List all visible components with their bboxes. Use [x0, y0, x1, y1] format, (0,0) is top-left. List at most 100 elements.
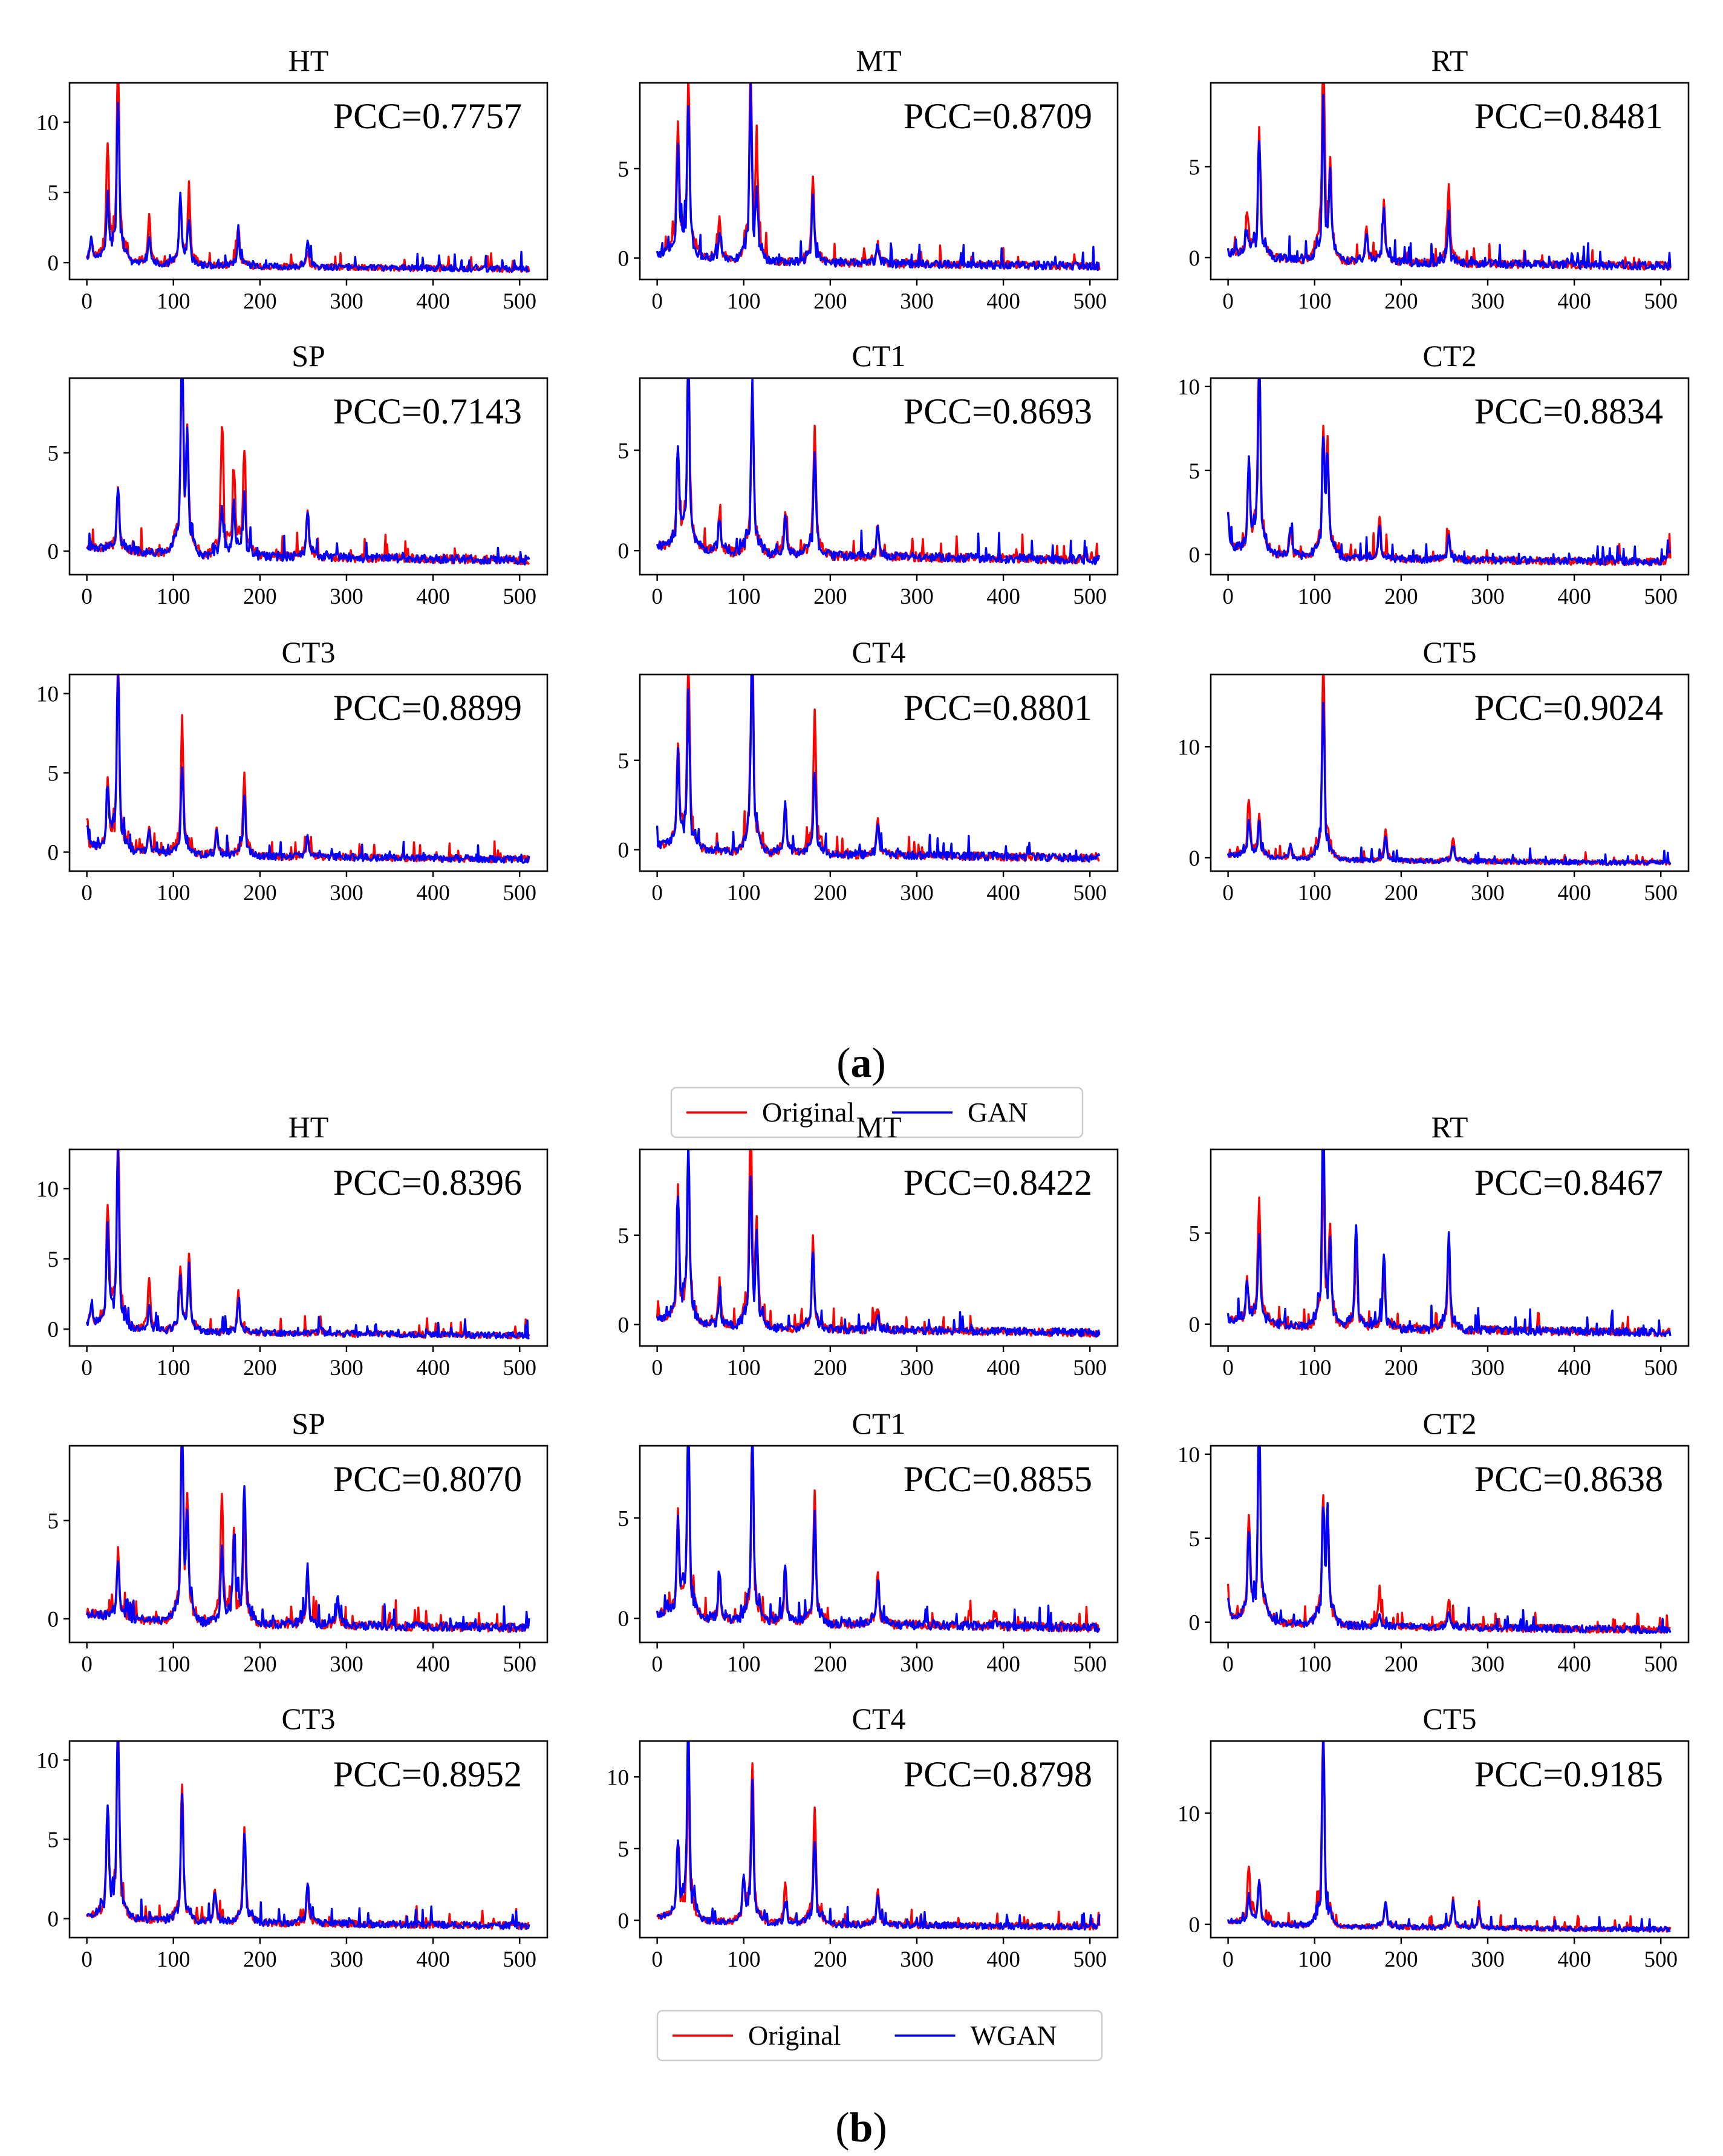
x-tick-label: 500	[503, 1652, 536, 1677]
x-tick-label: 200	[1384, 1947, 1418, 1972]
panel-b-ct3: CT3 0 100 200 300 400 500 0 5 10 PCC=0.8952	[36, 1702, 549, 1972]
y-tick-label: 0	[1189, 1313, 1200, 1338]
x-tick-label: 100	[157, 1652, 191, 1677]
x-tick-label: 500	[1073, 289, 1107, 314]
caption-open: (	[835, 2105, 849, 2151]
panel-title: MT	[856, 44, 902, 77]
x-tick-label: 300	[1471, 1947, 1505, 1972]
original-line	[85, 1446, 530, 1633]
pcc-annotation: PCC=0.9185	[1474, 1754, 1663, 1794]
y-tick-label: 5	[618, 157, 630, 182]
panel-title: SP	[292, 1406, 325, 1440]
x-tick-label: 100	[157, 1356, 191, 1380]
plot-frame	[1210, 377, 1690, 576]
generated-line	[1226, 378, 1672, 567]
generated-line	[86, 378, 530, 566]
panel-title: CT3	[282, 635, 336, 669]
panel-b-ct4: CT4 0 100 200 300 400 500 0 5 10 PCC=0.8798	[607, 1702, 1119, 1972]
plot-frame	[639, 377, 1119, 576]
x-tick-label: 200	[813, 1947, 847, 1972]
caption-letter: a	[851, 1040, 872, 1086]
x-tick-label: 200	[243, 1652, 277, 1677]
y-tick-label: 5	[618, 439, 630, 463]
panel-a-ct2: CT2 0 100 200 300 400 500 0 5 10 PCC=0.8834	[1177, 339, 1690, 609]
x-tick-label: 500	[503, 1947, 536, 1972]
x-tick-label: 300	[900, 881, 934, 906]
x-tick-label: 400	[416, 881, 450, 906]
y-tick-label: 0	[48, 251, 59, 276]
panel-a-ht: HT 0 100 200 300 400 500 0 5 10 PCC=0.7757	[36, 44, 549, 314]
x-tick-label: 0	[81, 1947, 93, 1972]
panel-title: CT1	[852, 339, 906, 373]
x-tick-label: 100	[727, 1947, 761, 1972]
panel-title: CT1	[852, 1406, 906, 1440]
x-tick-label: 300	[330, 1947, 363, 1972]
generated-line	[656, 378, 1101, 566]
x-tick-label: 0	[1222, 1652, 1234, 1677]
panel-title: CT5	[1423, 635, 1477, 669]
legend-box	[670, 1086, 1084, 1138]
x-tick-label: 0	[81, 881, 93, 906]
y-tick-label: 5	[48, 442, 59, 466]
y-tick-label: 5	[618, 1837, 630, 1862]
y-tick-label: 5	[618, 1506, 630, 1531]
y-tick-label: 0	[618, 539, 630, 564]
generated-line	[85, 1149, 530, 1340]
x-tick-label: 200	[243, 289, 277, 314]
x-tick-label: 100	[727, 1652, 761, 1677]
pcc-annotation: PCC=0.8798	[904, 1754, 1092, 1794]
x-tick-label: 100	[727, 881, 761, 906]
panel-a-ct1: CT1 0 100 200 300 400 500 0 5 PCC=0.8693	[618, 339, 1119, 609]
x-tick-label: 0	[1222, 289, 1234, 314]
pcc-annotation: PCC=0.8638	[1474, 1459, 1663, 1499]
generated-line	[86, 1446, 530, 1633]
panel-title: HT	[288, 1110, 329, 1144]
plot-frame	[1210, 1148, 1690, 1347]
plot-frame	[1210, 82, 1690, 281]
generated-line	[1226, 94, 1672, 271]
figure-caption: (a)	[836, 1040, 886, 1086]
x-tick-label: 400	[986, 1652, 1020, 1677]
x-tick-label: 300	[330, 584, 363, 609]
generated-line	[656, 1446, 1101, 1633]
x-tick-label: 300	[330, 881, 363, 906]
x-tick-label: 500	[1644, 881, 1678, 906]
x-tick-label: 500	[1644, 584, 1678, 609]
x-tick-label: 300	[1471, 289, 1505, 314]
x-tick-label: 200	[1384, 584, 1418, 609]
x-tick-label: 300	[1471, 881, 1505, 906]
caption-close: )	[872, 1040, 886, 1086]
y-tick-label: 5	[48, 1828, 59, 1853]
pcc-annotation: PCC=0.8693	[904, 391, 1092, 431]
y-tick-label: 10	[1177, 1443, 1200, 1468]
pcc-annotation: PCC=0.7143	[333, 391, 522, 431]
pcc-annotation: PCC=0.8396	[333, 1163, 522, 1203]
x-tick-label: 200	[243, 881, 277, 906]
legend: Original WGAN	[656, 2010, 1103, 2062]
pcc-annotation: PCC=0.8855	[904, 1459, 1092, 1499]
y-tick-label: 0	[1189, 246, 1200, 271]
legend-box	[656, 2010, 1103, 2062]
x-tick-label: 200	[243, 584, 277, 609]
y-tick-label: 0	[48, 1318, 59, 1342]
panel-b-sp: SP 0 100 200 300 400 500 0 5 PCC=0.8070	[48, 1406, 549, 1677]
y-tick-label: 5	[1189, 459, 1200, 484]
x-tick-label: 400	[1557, 881, 1591, 906]
panel-b-mt: MT 0 100 200 300 400 500 0 5 PCC=0.8422	[618, 1110, 1119, 1380]
original-line	[86, 83, 530, 273]
y-tick-label: 0	[48, 841, 59, 866]
x-tick-label: 500	[503, 584, 536, 609]
x-tick-label: 400	[416, 1947, 450, 1972]
legend-label-generated: WGAN	[971, 2020, 1057, 2051]
panel-title: MT	[856, 1110, 902, 1144]
x-tick-label: 400	[416, 289, 450, 314]
plot-frame	[639, 673, 1119, 872]
x-tick-label: 0	[651, 584, 663, 609]
pcc-annotation: PCC=0.8481	[1474, 96, 1663, 136]
panel-title: HT	[288, 44, 329, 77]
generated-line	[656, 675, 1101, 863]
pcc-annotation: PCC=0.8834	[1474, 391, 1663, 431]
panel-title: CT4	[852, 1702, 906, 1736]
x-tick-label: 100	[157, 289, 191, 314]
